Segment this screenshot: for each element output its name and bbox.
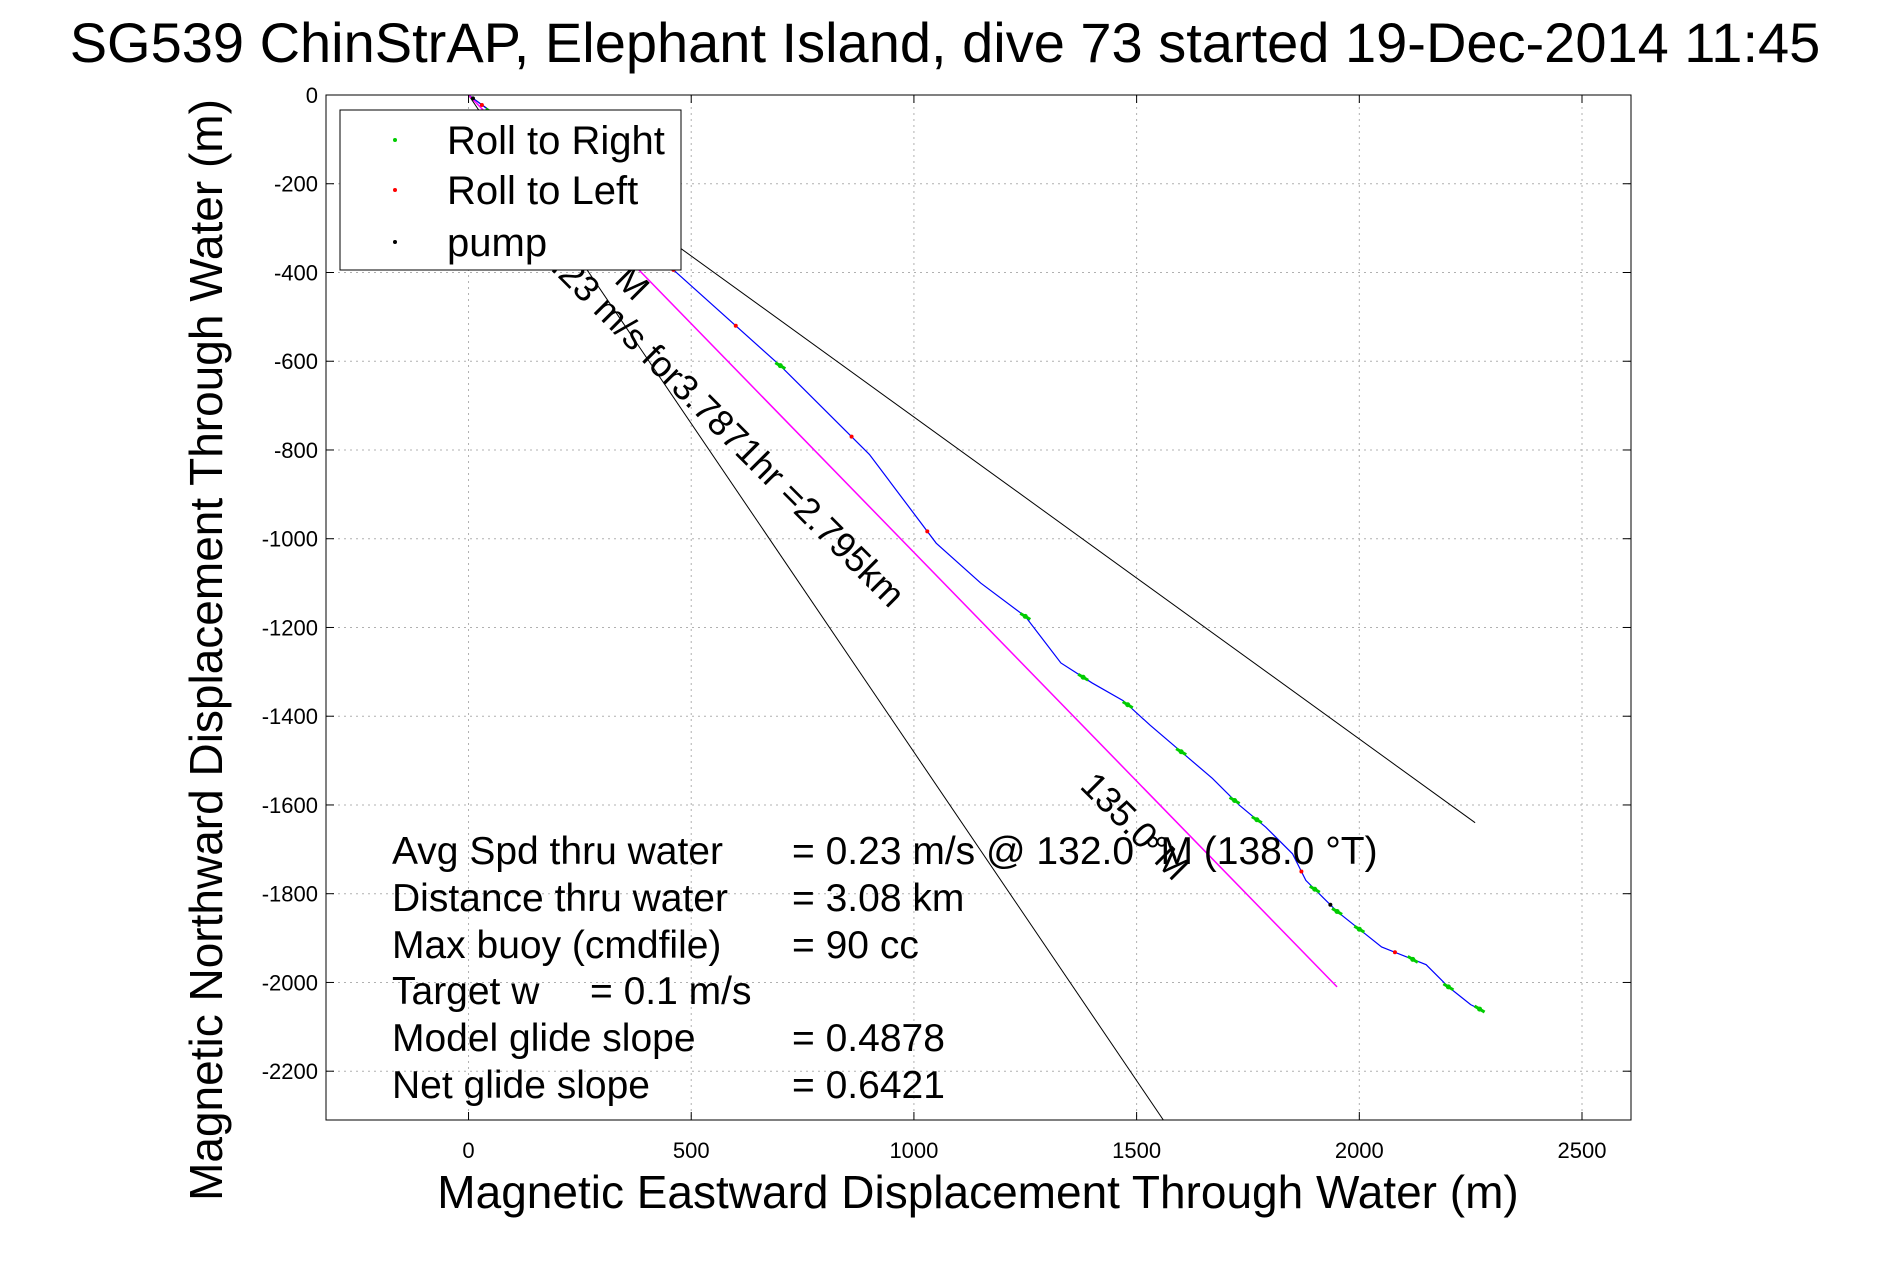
info-label-max-buoy: Max buoy (cmdfile) bbox=[392, 924, 721, 967]
x-tick-label: 500 bbox=[673, 1138, 710, 1163]
y-axis-label: Magnetic Northward Displacement Through … bbox=[180, 99, 232, 1201]
y-tick-label: -800 bbox=[274, 438, 318, 463]
info-value-max-buoy: = 90 cc bbox=[792, 924, 919, 967]
y-tick-label: -1000 bbox=[262, 527, 318, 552]
y-tick-label: -600 bbox=[274, 349, 318, 374]
x-tick-label: 1500 bbox=[1112, 1138, 1161, 1163]
y-tick-label: -1200 bbox=[262, 615, 318, 640]
y-axis-ticks: 0 -200 -400 -600 -800 -1000 -1200 -1400 -1600 -18… bbox=[262, 83, 1631, 1084]
y-tick-label: -2200 bbox=[262, 1059, 318, 1084]
info-label-distance: Distance thru water bbox=[392, 877, 728, 920]
x-tick-label: 0 bbox=[462, 1138, 474, 1163]
info-value-distance: = 3.08 km bbox=[792, 877, 964, 920]
marker-roll-to-left bbox=[1299, 869, 1304, 874]
marker-roll-to-left bbox=[1392, 950, 1397, 955]
marker-pump bbox=[470, 96, 475, 101]
marker-roll-right-segment bbox=[1331, 907, 1343, 916]
y-tick-label: -2000 bbox=[262, 970, 318, 995]
marker-roll-to-left bbox=[849, 434, 854, 439]
legend-marker-roll-left bbox=[393, 188, 397, 192]
x-tick-label: 2500 bbox=[1558, 1138, 1607, 1163]
marker-roll-to-left bbox=[479, 102, 484, 107]
y-tick-label: -1600 bbox=[262, 793, 318, 818]
chart-title: SG539 ChinStrAP, Elephant Island, dive 7… bbox=[70, 11, 1821, 74]
grid bbox=[326, 94, 1631, 1120]
x-tick-label: 1000 bbox=[889, 1138, 938, 1163]
legend-label-roll-left: Roll to Left bbox=[447, 169, 638, 213]
legend-marker-roll-right bbox=[393, 138, 397, 142]
y-tick-label: -1400 bbox=[262, 704, 318, 729]
x-axis-ticks: 0 500 1000 1500 2000 2500 bbox=[462, 95, 1606, 1163]
legend-label-pump: pump bbox=[447, 221, 547, 265]
info-value-target-w: = 0.1 m/s bbox=[590, 970, 751, 1013]
marker-roll-right-segment bbox=[1308, 884, 1321, 894]
info-label-avg-speed: Avg Spd thru water bbox=[392, 830, 723, 873]
y-tick-label: -200 bbox=[274, 172, 318, 197]
info-label-target-w: Target w bbox=[392, 970, 540, 1013]
info-box: Avg Spd thru water = 0.23 m/s @ 132.0 °M… bbox=[392, 830, 1378, 1107]
marker-roll-right-segment bbox=[1442, 982, 1455, 992]
x-axis-label: Magnetic Eastward Displacement Through W… bbox=[437, 1166, 1518, 1218]
axes-frame bbox=[325, 94, 1632, 1121]
info-value-model-glide: = 0.4878 bbox=[792, 1017, 945, 1060]
course-annotation: 0.23 m/s for3.7871hr =2.795km bbox=[530, 231, 913, 614]
marker-roll-right-segment bbox=[1251, 815, 1263, 825]
marker-pump bbox=[1328, 902, 1333, 907]
marker-roll-right-segment bbox=[1077, 672, 1089, 682]
marker-roll-right-segment bbox=[1353, 924, 1366, 934]
marker-roll-right-segment bbox=[1228, 796, 1241, 805]
y-tick-label: 0 bbox=[306, 83, 318, 108]
x-tick-label: 2000 bbox=[1335, 1138, 1384, 1163]
marker-roll-right-segment bbox=[1473, 1004, 1486, 1014]
info-label-net-glide: Net glide slope bbox=[392, 1064, 650, 1107]
legend-label-roll-right: Roll to Right bbox=[447, 119, 665, 163]
marker-roll-right-segment bbox=[1121, 700, 1134, 710]
marker-roll-right-segment bbox=[1019, 612, 1032, 621]
y-tick-label: -1800 bbox=[262, 882, 318, 907]
info-value-avg-speed: = 0.23 m/s @ 132.0 °M (138.0 °T) bbox=[792, 830, 1378, 873]
marker-roll-right-segment bbox=[774, 361, 787, 370]
info-label-model-glide: Model glide slope bbox=[392, 1017, 696, 1060]
info-value-net-glide: = 0.6421 bbox=[792, 1064, 945, 1107]
legend-marker-pump bbox=[393, 240, 397, 244]
legend: Roll to Right Roll to Left pump bbox=[339, 109, 682, 271]
marker-roll-to-left bbox=[925, 529, 930, 534]
marker-roll-to-left bbox=[733, 323, 738, 328]
marker-roll-right-segment bbox=[1175, 747, 1187, 756]
y-tick-label: -400 bbox=[274, 260, 318, 285]
marker-roll-right-segment bbox=[1406, 955, 1419, 964]
